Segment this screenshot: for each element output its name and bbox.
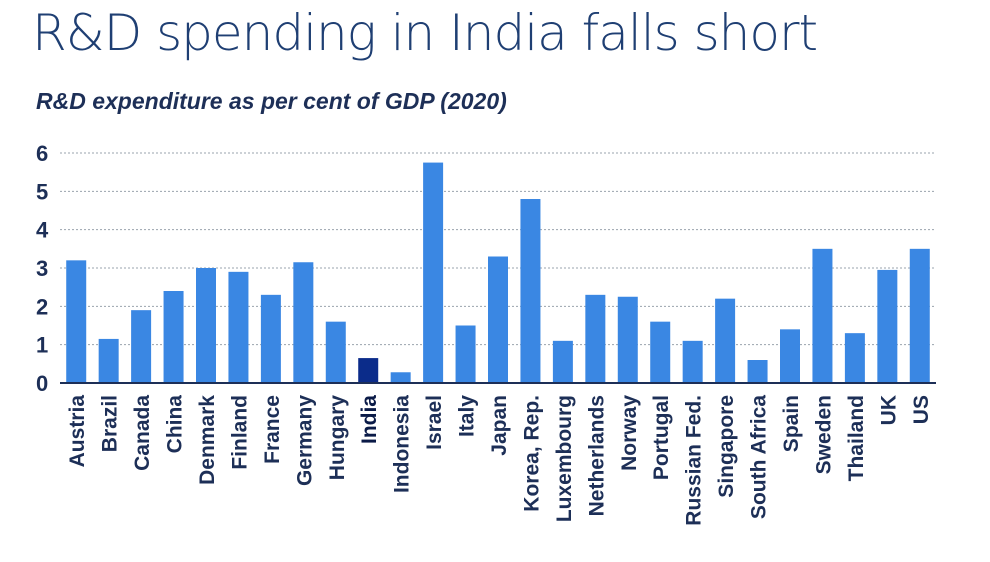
chart-title: R&D spending in India falls short (32, 4, 818, 62)
bar-portugal (650, 321, 671, 383)
bar-south-africa (747, 360, 768, 383)
x-tick-label: Denmark (196, 395, 219, 485)
bar-denmark (196, 268, 216, 383)
x-tick-label: Sweden (812, 395, 835, 474)
x-tick-label: Japan (488, 395, 511, 456)
x-tick-label: Portugal (650, 395, 673, 480)
x-tick-label: Germany (293, 395, 316, 486)
y-tick-label: 4 (36, 218, 49, 243)
x-tick-label: Italy (456, 395, 479, 437)
x-tick-label: South Africa (748, 395, 771, 519)
y-tick-label: 1 (36, 333, 48, 358)
y-tick-label: 3 (36, 256, 48, 281)
bar-hungary (325, 321, 346, 383)
bar-germany (293, 262, 314, 383)
bar-sweden (812, 248, 833, 383)
bar-luxembourg (552, 340, 573, 383)
x-tick-label: Norway (618, 395, 641, 471)
bar-norway (617, 296, 638, 383)
bar-singapore (715, 298, 736, 383)
bar-thailand (844, 333, 865, 383)
bar-russian-fed- (682, 340, 703, 383)
y-tick-label: 6 (36, 141, 48, 166)
bar-japan (488, 256, 508, 383)
x-tick-label: US (910, 395, 933, 424)
bar-netherlands (585, 294, 606, 383)
x-tick-label: India (358, 395, 381, 444)
bar-canada (131, 310, 152, 383)
bar-brazil (98, 338, 119, 383)
x-tick-label: China (164, 395, 187, 454)
bar-finland (228, 271, 249, 383)
bar-israel (423, 162, 444, 383)
x-tick-label: Spain (780, 395, 803, 452)
bar-uk (877, 269, 898, 383)
bar-austria (66, 260, 87, 383)
x-tick-label: Israel (423, 395, 446, 450)
y-tick-label: 0 (36, 371, 48, 396)
x-tick-label: Austria (66, 395, 89, 468)
x-tick-label: Hungary (326, 395, 349, 481)
bar-france (260, 294, 281, 383)
x-tick-label: Singapore (715, 395, 738, 498)
y-tick-label: 5 (36, 179, 48, 204)
chart-subtitle: R&D expenditure as per cent of GDP (2020… (36, 88, 507, 114)
x-tick-label: Brazil (99, 395, 122, 452)
x-tick-label: Luxembourg (553, 395, 576, 522)
bar-korea-rep- (520, 199, 541, 383)
x-tick-label: Netherlands (585, 395, 608, 516)
x-tick-label: Canada (131, 395, 154, 471)
bar-italy (455, 325, 476, 383)
x-tick-label: UK (877, 395, 900, 425)
x-tick-label: Indonesia (391, 395, 414, 493)
x-tick-label: Thailand (845, 395, 868, 481)
bar-indonesia (390, 372, 411, 383)
bar-india (358, 358, 379, 383)
bar-spain (780, 329, 800, 383)
x-tick-label: Korea, Rep. (520, 395, 543, 512)
bar-us (909, 248, 930, 383)
bar-china (163, 291, 184, 383)
y-tick-label: 2 (36, 294, 48, 319)
x-tick-label: Finland (228, 395, 251, 470)
x-tick-label: France (261, 395, 284, 464)
x-tick-label: Russian Fed. (683, 395, 706, 526)
